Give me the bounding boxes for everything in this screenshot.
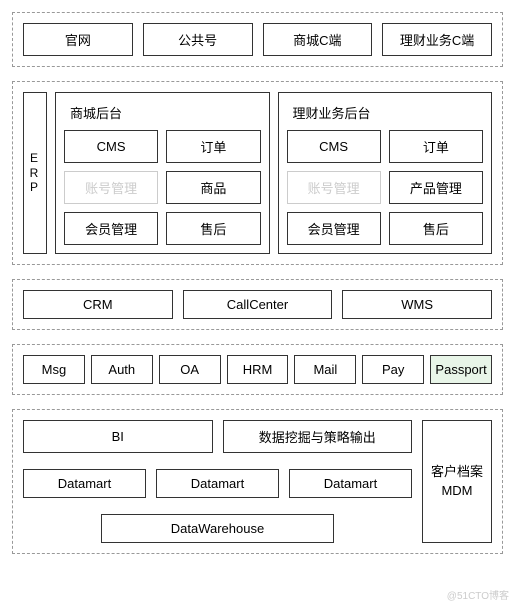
- box-wms: WMS: [342, 290, 492, 319]
- box-bi: BI: [23, 420, 213, 453]
- box-crm: CRM: [23, 290, 173, 319]
- box-gonggonghao: 公共号: [143, 23, 253, 56]
- mall-cms: CMS: [64, 130, 158, 163]
- box-mining: 数据挖掘与策略输出: [223, 420, 413, 453]
- box-oa: OA: [159, 355, 221, 384]
- box-mall-c: 商城C端: [263, 23, 373, 56]
- layer-frontend: 官网 公共号 商城C端 理财业务C端: [12, 12, 503, 67]
- mall-goods: 商品: [166, 171, 260, 204]
- layer1-row: 官网 公共号 商城C端 理财业务C端: [23, 23, 492, 56]
- box-callcenter: CallCenter: [183, 290, 333, 319]
- box-msg: Msg: [23, 355, 85, 384]
- panel-title-mall: 商城后台: [70, 103, 261, 122]
- mdm-line2: MDM: [441, 482, 472, 500]
- mall-order: 订单: [166, 130, 260, 163]
- mall-aftersale: 售后: [166, 212, 260, 245]
- fin-cms: CMS: [287, 130, 381, 163]
- fin-aftersale: 售后: [389, 212, 483, 245]
- fin-member: 会员管理: [287, 212, 381, 245]
- mall-account: 账号管理: [64, 171, 158, 204]
- fin-product: 产品管理: [389, 171, 483, 204]
- box-hrm: HRM: [227, 355, 289, 384]
- fin-account: 账号管理: [287, 171, 381, 204]
- panel-title-finance: 理财业务后台: [293, 103, 484, 122]
- layer-backend: E R P 商城后台 CMS 订单 账号管理 商品 会员管理 售后 理财业务后台…: [12, 81, 503, 265]
- mdm-line1: 客户档案: [431, 463, 483, 481]
- panel-mall-backend: 商城后台 CMS 订单 账号管理 商品 会员管理 售后: [55, 92, 270, 254]
- box-auth: Auth: [91, 355, 153, 384]
- mall-member: 会员管理: [64, 212, 158, 245]
- panel-finance-backend: 理财业务后台 CMS 订单 账号管理 产品管理 会员管理 售后: [278, 92, 493, 254]
- watermark: @51CTO博客: [447, 587, 509, 602]
- layer-services: Msg Auth OA HRM Mail Pay Passport: [12, 344, 503, 395]
- box-passport: Passport: [430, 355, 492, 384]
- box-pay: Pay: [362, 355, 424, 384]
- box-guanwang: 官网: [23, 23, 133, 56]
- layer-ops: CRM CallCenter WMS: [12, 279, 503, 330]
- erp-label: E R P: [23, 92, 47, 254]
- fin-order: 订单: [389, 130, 483, 163]
- box-finance-c: 理财业务C端: [382, 23, 492, 56]
- box-mdm: 客户档案 MDM: [422, 420, 492, 543]
- box-datamart-2: Datamart: [156, 469, 279, 498]
- layer-data: BI 数据挖掘与策略输出 Datamart Datamart Datamart …: [12, 409, 503, 554]
- box-mail: Mail: [294, 355, 356, 384]
- box-datawarehouse: DataWarehouse: [101, 514, 334, 543]
- box-datamart-3: Datamart: [289, 469, 412, 498]
- box-datamart-1: Datamart: [23, 469, 146, 498]
